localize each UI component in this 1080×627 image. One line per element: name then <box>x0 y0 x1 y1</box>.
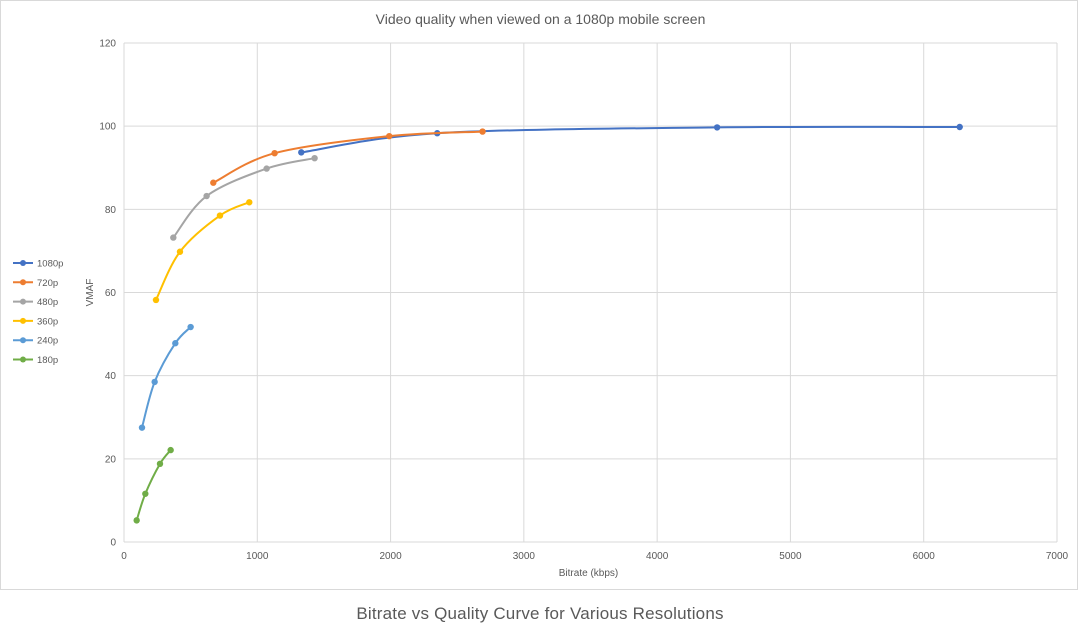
legend-label: 1080p <box>37 259 63 270</box>
series-line-1080p <box>301 125 960 154</box>
data-point-180p <box>156 460 164 468</box>
data-point-240p <box>187 323 194 331</box>
legend-label: 480p <box>37 297 58 308</box>
x-tick-label: 5000 <box>779 551 802 562</box>
data-point-1080p <box>298 149 305 156</box>
y-tick-label: 60 <box>105 288 117 299</box>
data-point-1080p <box>956 123 963 131</box>
y-axis-label: VMAF <box>85 279 96 307</box>
legend-swatch-marker <box>20 337 26 344</box>
x-tick-label: 4000 <box>646 551 669 562</box>
data-point-180p <box>133 517 140 524</box>
x-tick-label: 2000 <box>379 551 402 562</box>
data-point-360p <box>152 296 160 304</box>
series-line-360p <box>155 201 250 301</box>
series-line-240p <box>141 326 192 428</box>
y-tick-label: 20 <box>105 454 117 465</box>
y-tick-label: 0 <box>110 538 116 549</box>
data-point-720p <box>271 149 278 157</box>
y-tick-label: 100 <box>99 122 116 133</box>
legend-swatch-marker <box>20 317 26 324</box>
legend-label: 720p <box>37 278 58 289</box>
data-point-240p <box>138 424 146 431</box>
y-tick-label: 80 <box>105 205 117 216</box>
x-tick-label: 3000 <box>513 551 536 562</box>
data-point-480p <box>203 192 210 200</box>
legend-swatch-marker <box>20 298 26 305</box>
data-point-480p <box>263 165 270 172</box>
legend-label: 360p <box>37 316 58 327</box>
data-point-360p <box>246 199 253 206</box>
x-tick-label: 7000 <box>1046 551 1069 562</box>
series-line-180p <box>135 449 172 521</box>
chart-panel: 0 20 40 60 80 100 120 0 1000 2000 3000 4000 5000 6000… <box>0 0 1078 590</box>
data-point-180p <box>167 446 174 454</box>
y-tick-label: 40 <box>105 371 117 382</box>
x-axis-label: Bitrate (kbps) <box>559 568 618 579</box>
data-point-240p <box>172 340 179 347</box>
x-tick-label: 6000 <box>913 551 936 562</box>
data-point-1080p <box>713 124 721 131</box>
legend-label: 240p <box>37 336 58 347</box>
series-line-720p <box>212 130 483 184</box>
data-point-480p <box>170 234 177 241</box>
x-tick-label: 1000 <box>246 551 269 562</box>
legend-swatch-marker <box>20 279 26 286</box>
legend-swatch-marker <box>20 356 26 363</box>
legend-swatch-marker <box>20 260 26 266</box>
data-point-240p <box>151 378 158 386</box>
chart-title: Video quality when viewed on a 1080p mob… <box>376 11 706 27</box>
legend-label: 180p <box>37 355 58 366</box>
y-tick-label: 120 <box>99 39 116 50</box>
data-point-360p <box>176 248 184 255</box>
series-line-480p <box>172 157 315 239</box>
data-point-720p <box>386 132 393 140</box>
data-point-360p <box>216 212 224 219</box>
data-point-480p <box>311 154 318 162</box>
data-point-180p <box>142 490 149 497</box>
figure-caption: Bitrate vs Quality Curve for Various Res… <box>356 604 724 623</box>
data-point-720p <box>479 128 486 135</box>
vmaf-chart: 0 20 40 60 80 100 120 0 1000 2000 3000 4000 5000 6000… <box>13 11 1069 579</box>
data-point-720p <box>210 179 217 186</box>
x-tick-label: 0 <box>121 551 127 562</box>
